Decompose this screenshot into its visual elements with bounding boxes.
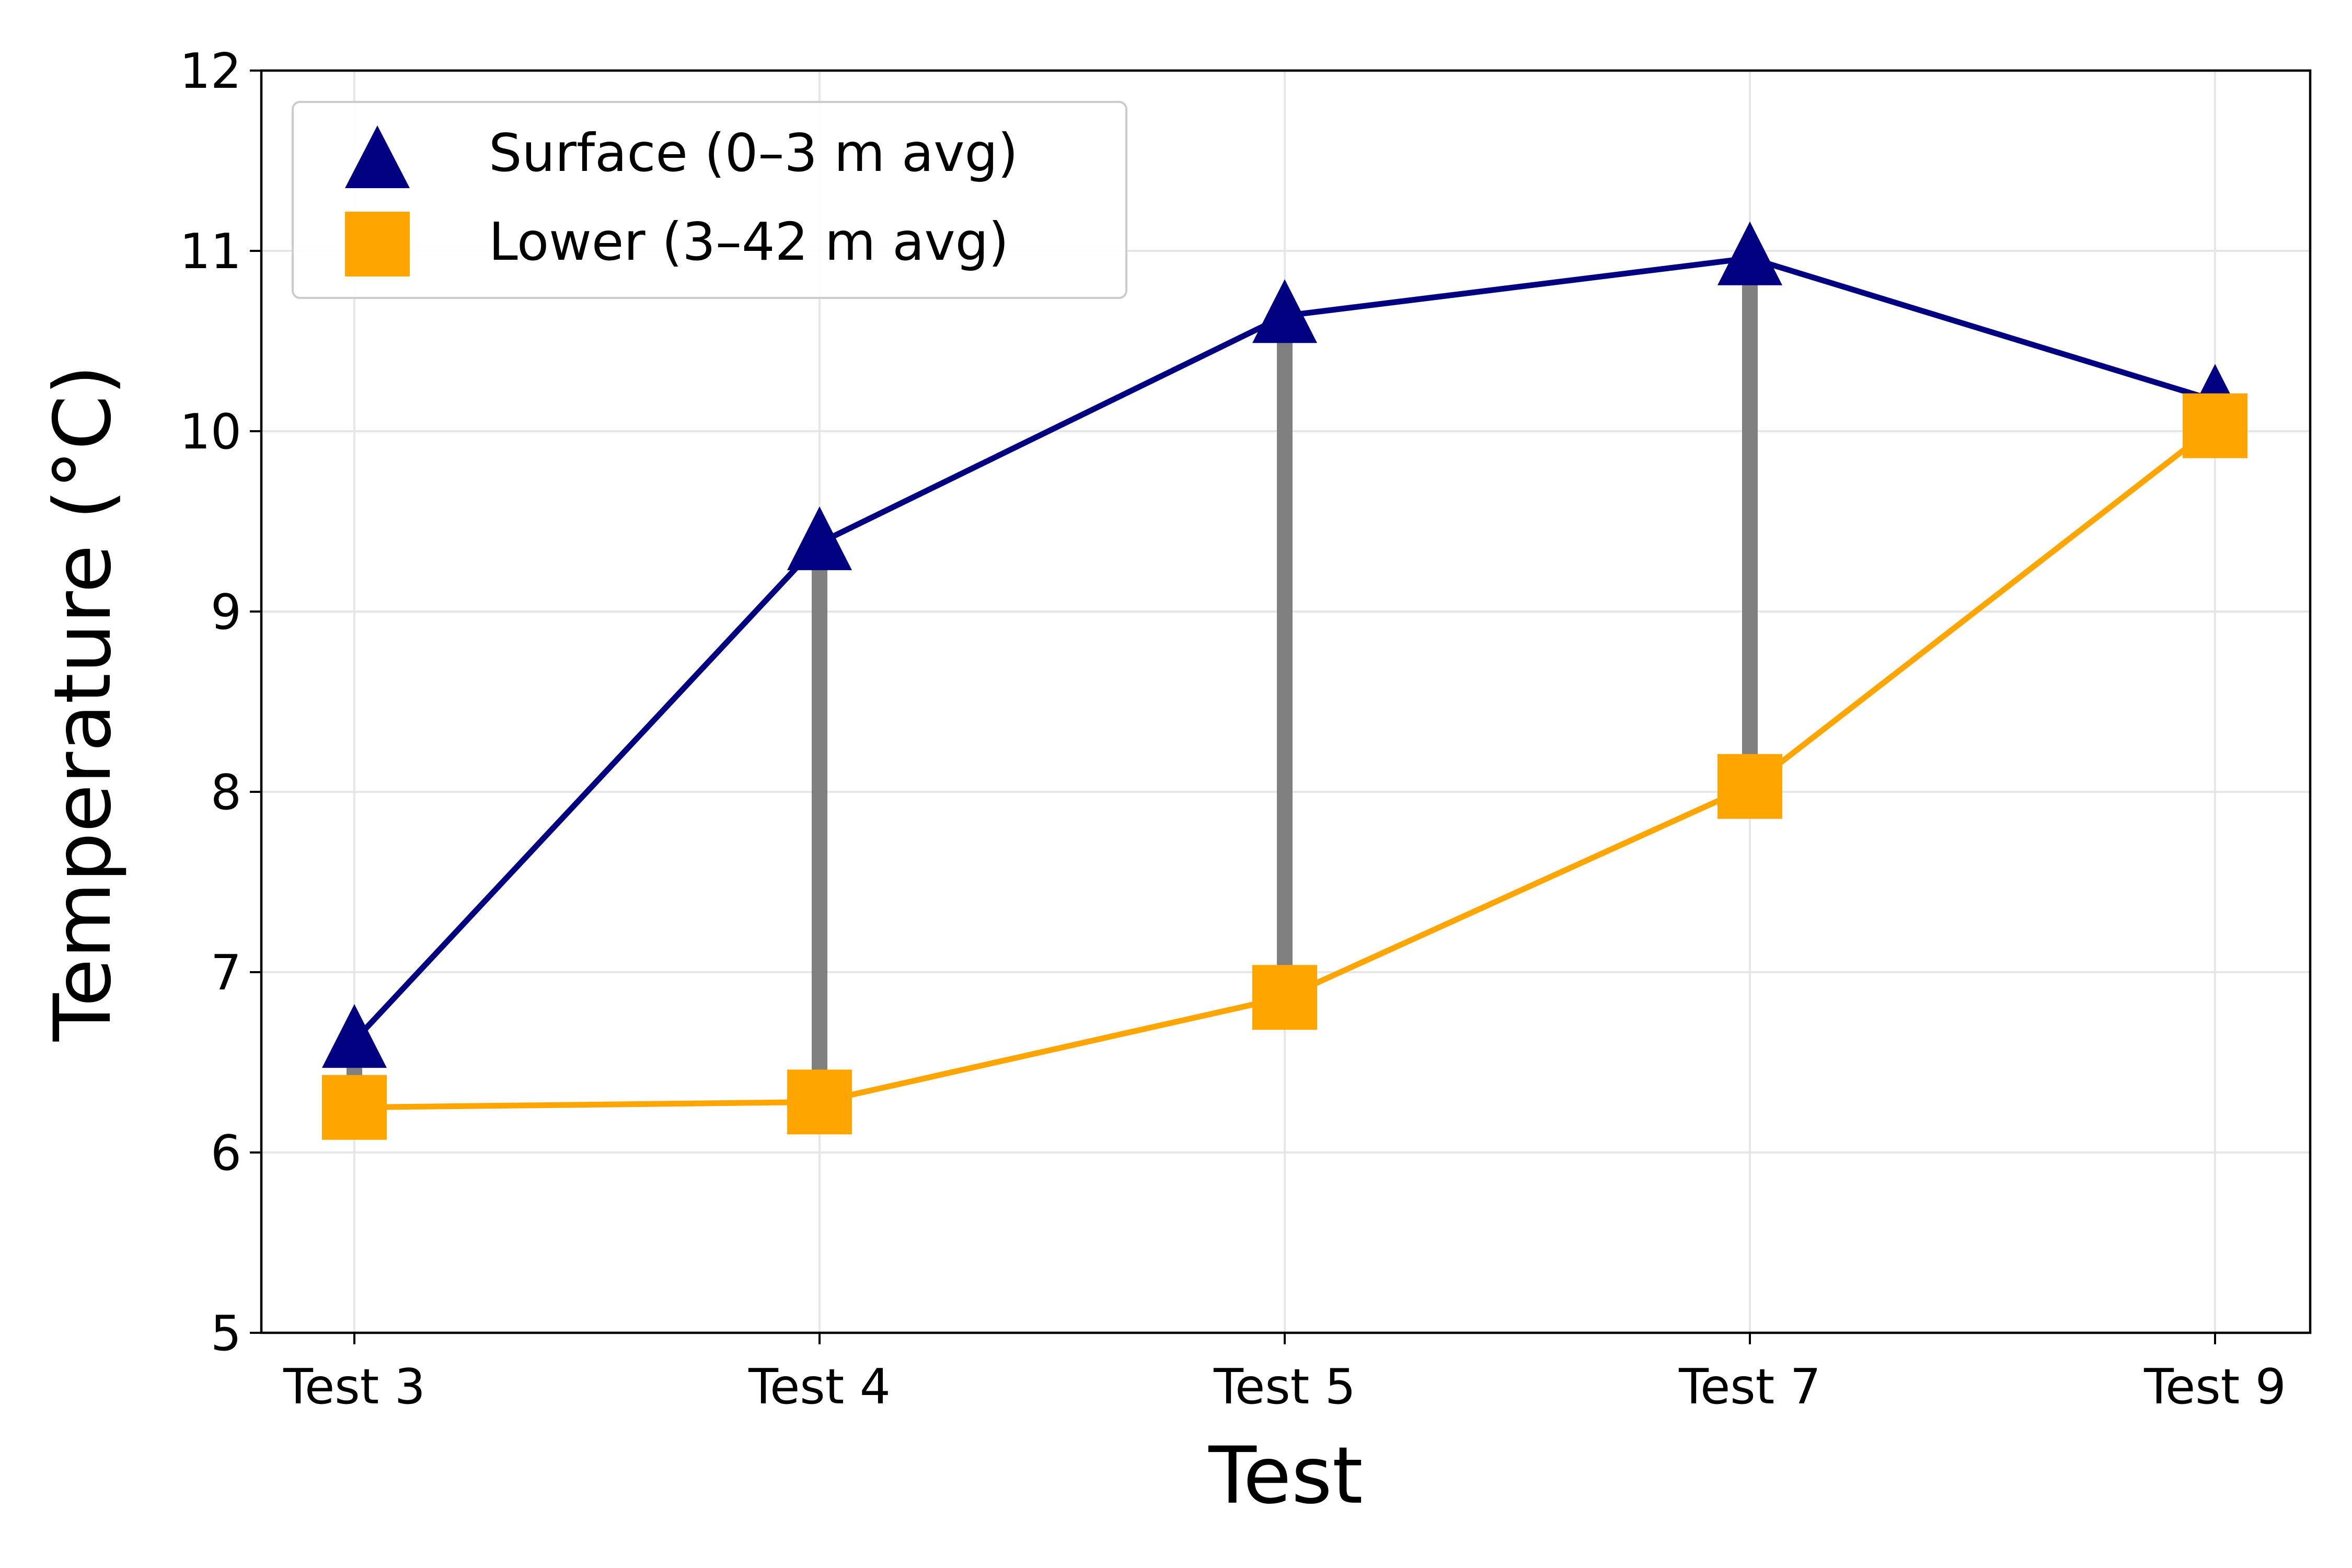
x-axis-ticks: Test 3 Test 4 Test 5 Test 7 Test 9 xyxy=(283,1333,2286,1415)
y-tick-label: 9 xyxy=(211,584,241,640)
lower-point xyxy=(1252,965,1317,1030)
surface-point xyxy=(1252,279,1317,343)
y-tick-label: 12 xyxy=(180,43,241,99)
surface-point xyxy=(1717,221,1782,285)
legend-frame xyxy=(292,101,1127,299)
lower-point xyxy=(322,1075,387,1140)
x-axis-title: Test xyxy=(1208,1431,1363,1521)
y-tick-label: 8 xyxy=(211,764,241,821)
y-tick-label: 7 xyxy=(211,944,241,1001)
lower-point xyxy=(787,1069,852,1135)
y-axis-ticks: 5 6 7 8 9 10 11 12 xyxy=(180,43,261,1362)
y-tick-label: 6 xyxy=(211,1125,241,1181)
x-tick-label: Test 7 xyxy=(1678,1358,1821,1415)
y-tick-label: 11 xyxy=(180,223,241,280)
x-tick-label: Test 3 xyxy=(283,1358,425,1415)
legend-triangle-icon xyxy=(345,125,410,188)
y-tick-label: 5 xyxy=(211,1305,241,1362)
legend-square-icon xyxy=(345,212,410,276)
surface-point xyxy=(787,506,852,570)
legend-surface-label: Surface (0–3 m avg) xyxy=(489,122,1018,183)
lower-point xyxy=(1717,754,1782,819)
legend-lower-label: Lower (3–42 m avg) xyxy=(489,211,1009,272)
legend: Surface (0–3 m avg) Lower (3–42 m avg) xyxy=(292,101,1127,299)
x-tick-label: Test 9 xyxy=(2143,1358,2286,1415)
lower-point xyxy=(2183,393,2247,458)
x-tick-label: Test 4 xyxy=(748,1358,891,1415)
y-axis-title: Temperature (°C) xyxy=(38,365,129,1042)
y-tick-label: 10 xyxy=(180,403,241,460)
surface-point xyxy=(322,1004,387,1068)
x-tick-label: Test 5 xyxy=(1213,1358,1356,1415)
series-markers xyxy=(322,221,2247,1140)
